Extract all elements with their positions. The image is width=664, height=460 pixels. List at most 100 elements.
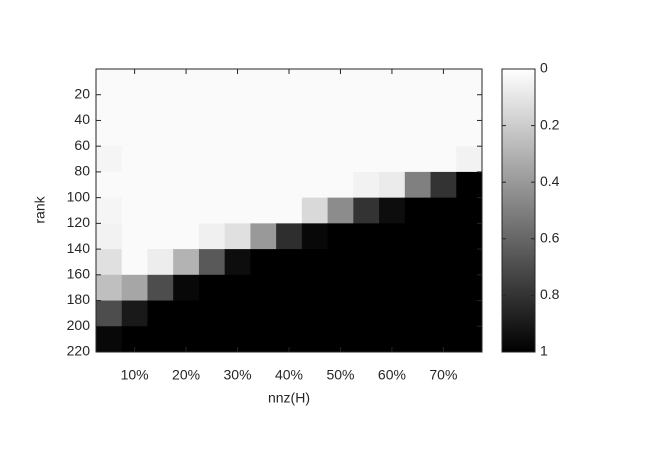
heatmap-cell	[96, 146, 123, 173]
heatmap-cell	[379, 94, 406, 121]
heatmap-cell	[353, 171, 380, 199]
colorbar-tick-label: 0.8	[540, 286, 560, 302]
heatmap-cell	[173, 300, 200, 327]
heatmap-cell	[404, 120, 432, 147]
heatmap-cell	[250, 249, 277, 276]
heatmap-cell	[224, 146, 251, 173]
heatmap-cell	[456, 326, 483, 353]
heatmap-cell	[250, 94, 277, 121]
heatmap-cell	[198, 300, 226, 327]
heatmap-cell	[173, 197, 200, 224]
heatmap-cell	[327, 274, 354, 302]
heatmap-cell	[96, 223, 123, 250]
heatmap-cell	[404, 69, 432, 96]
heatmap-cell	[173, 146, 200, 173]
heatmap-cell	[198, 146, 226, 173]
heatmap-cell	[379, 146, 406, 173]
heatmap-cell	[430, 171, 457, 199]
heatmap-cell	[121, 300, 148, 327]
heatmap-cell	[327, 300, 354, 327]
heatmap-cell	[301, 326, 329, 353]
heatmap-cell	[456, 249, 483, 276]
heatmap-cell	[121, 223, 148, 250]
heatmap-cell	[198, 326, 226, 353]
heatmap-cell	[456, 223, 483, 250]
y-tick-label: 180	[67, 291, 91, 307]
heatmap-cell	[327, 223, 354, 250]
heatmap-cell	[404, 94, 432, 121]
heatmap-cell	[224, 300, 251, 327]
heatmap-cell	[198, 274, 226, 302]
heatmap-cell	[198, 249, 226, 276]
y-tick-label: 220	[67, 343, 91, 359]
heatmap-cell	[224, 223, 251, 250]
heatmap-cell	[224, 94, 251, 121]
heatmap-cell	[276, 146, 303, 173]
y-tick-label: 20	[74, 85, 90, 101]
heatmap-cell	[173, 171, 200, 199]
heatmap-cell	[121, 120, 148, 147]
heatmap-cell	[404, 300, 432, 327]
heatmap-cell	[404, 171, 432, 199]
heatmap-cell	[250, 326, 277, 353]
y-tick-label: 160	[67, 266, 91, 282]
heatmap-cell	[173, 274, 200, 302]
heatmap-cell	[456, 171, 483, 199]
heatmap-cell	[456, 94, 483, 121]
heatmap-cell	[173, 94, 200, 121]
x-tick-label: 70%	[429, 367, 457, 383]
heatmap-cell	[327, 120, 354, 147]
heatmap-cell	[327, 94, 354, 121]
heatmap-cell	[147, 171, 174, 199]
heatmap-cell	[250, 120, 277, 147]
heatmap-cell	[301, 300, 329, 327]
heatmap-cell	[198, 94, 226, 121]
heatmap-cell	[147, 94, 174, 121]
heatmap-cell	[353, 120, 380, 147]
heatmap-cell	[301, 197, 329, 224]
heatmap-cell	[121, 146, 148, 173]
heatmap-cell	[147, 300, 174, 327]
heatmap-cell	[198, 69, 226, 96]
heatmap-cell	[250, 171, 277, 199]
heatmap-cell	[121, 94, 148, 121]
y-tick-label: 80	[74, 163, 90, 179]
heatmap-cell	[147, 146, 174, 173]
heatmap-cell	[147, 120, 174, 147]
heatmap-cell	[276, 171, 303, 199]
colorbar-tick-label: 1	[540, 343, 548, 359]
x-tick-label: 10%	[121, 367, 149, 383]
colorbar-tick-label: 0.2	[540, 116, 560, 132]
heatmap-cell	[353, 300, 380, 327]
heatmap-cell	[96, 171, 123, 199]
colorbar-tick-label: 0	[540, 60, 548, 76]
heatmap-cell	[224, 171, 251, 199]
heatmap-cell	[250, 300, 277, 327]
heatmap-cell	[404, 146, 432, 173]
colorbar-tick-label: 0.6	[540, 230, 560, 246]
heatmap-cell	[121, 249, 148, 276]
heatmap-cell	[301, 249, 329, 276]
heatmap-cell	[379, 120, 406, 147]
heatmap-cell	[301, 171, 329, 199]
heatmap-cell	[327, 249, 354, 276]
heatmap-cell	[353, 69, 380, 96]
heatmap-cell	[96, 326, 123, 353]
heatmap-cell	[301, 146, 329, 173]
heatmap-cell	[198, 197, 226, 224]
heatmap-cell	[353, 223, 380, 250]
heatmap-cell	[456, 146, 483, 173]
heatmap-cell	[147, 69, 174, 96]
heatmap-cell	[250, 146, 277, 173]
heatmap-cell	[430, 197, 457, 224]
y-axis-label: rank	[32, 195, 48, 223]
heatmap-cell	[353, 94, 380, 121]
heatmap-cell	[353, 197, 380, 224]
heatmap-cell	[147, 249, 174, 276]
heatmap-cell	[327, 146, 354, 173]
heatmap-cell	[404, 249, 432, 276]
heatmap-cell	[301, 223, 329, 250]
heatmap-cell	[147, 326, 174, 353]
heatmap-cell	[276, 249, 303, 276]
